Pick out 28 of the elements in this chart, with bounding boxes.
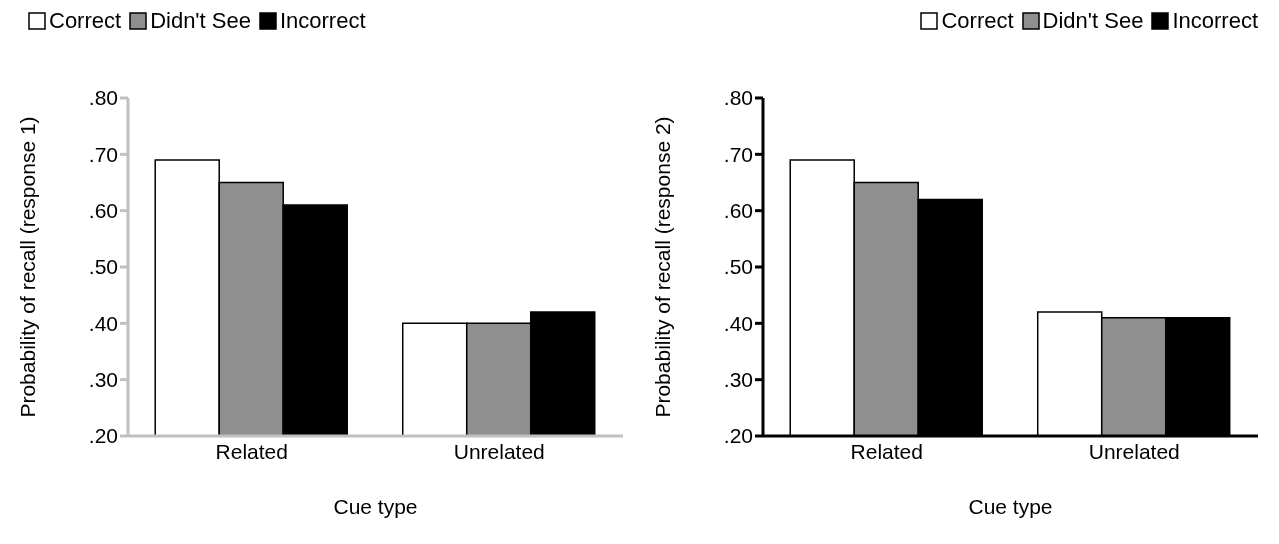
y-tick-label: .80 [723, 86, 753, 110]
legend-label: Didn't See [1042, 8, 1144, 34]
y-axis-title: Probability of recall (response 2) [651, 116, 675, 418]
x-tick-label: Unrelated [453, 439, 545, 463]
y-tick-label: .30 [88, 368, 118, 392]
y-tick-label: .40 [723, 311, 753, 335]
y-tick-label: .20 [723, 424, 753, 448]
y-tick-label: .70 [723, 142, 753, 166]
y-tick-label: .60 [723, 199, 753, 223]
y-tick-label: .70 [88, 142, 118, 166]
legend-label: Didn't See [150, 8, 251, 34]
x-tick-label: Related [850, 439, 923, 463]
x-axis-title: Cue type [333, 495, 418, 518]
y-tick-label: .30 [723, 368, 753, 392]
y-tick-label: .40 [88, 311, 118, 335]
legend-label: Correct [49, 8, 122, 34]
y-tick-label: .80 [88, 86, 118, 110]
y-tick-label: .50 [88, 255, 118, 279]
x-axis-title: Cue type [968, 495, 1053, 518]
legend-label: Incorrect [279, 8, 366, 34]
x-tick-label: Related [215, 439, 288, 463]
y-tick-label: .50 [723, 255, 753, 279]
y-axis-title: Probability of recall (response 1) [16, 116, 40, 418]
legend-label: Correct [941, 8, 1014, 34]
y-tick-label: .20 [88, 424, 118, 448]
y-tick-label: .60 [88, 199, 118, 223]
x-tick-label: Unrelated [1088, 439, 1180, 463]
legend-label: Incorrect [1172, 8, 1258, 34]
